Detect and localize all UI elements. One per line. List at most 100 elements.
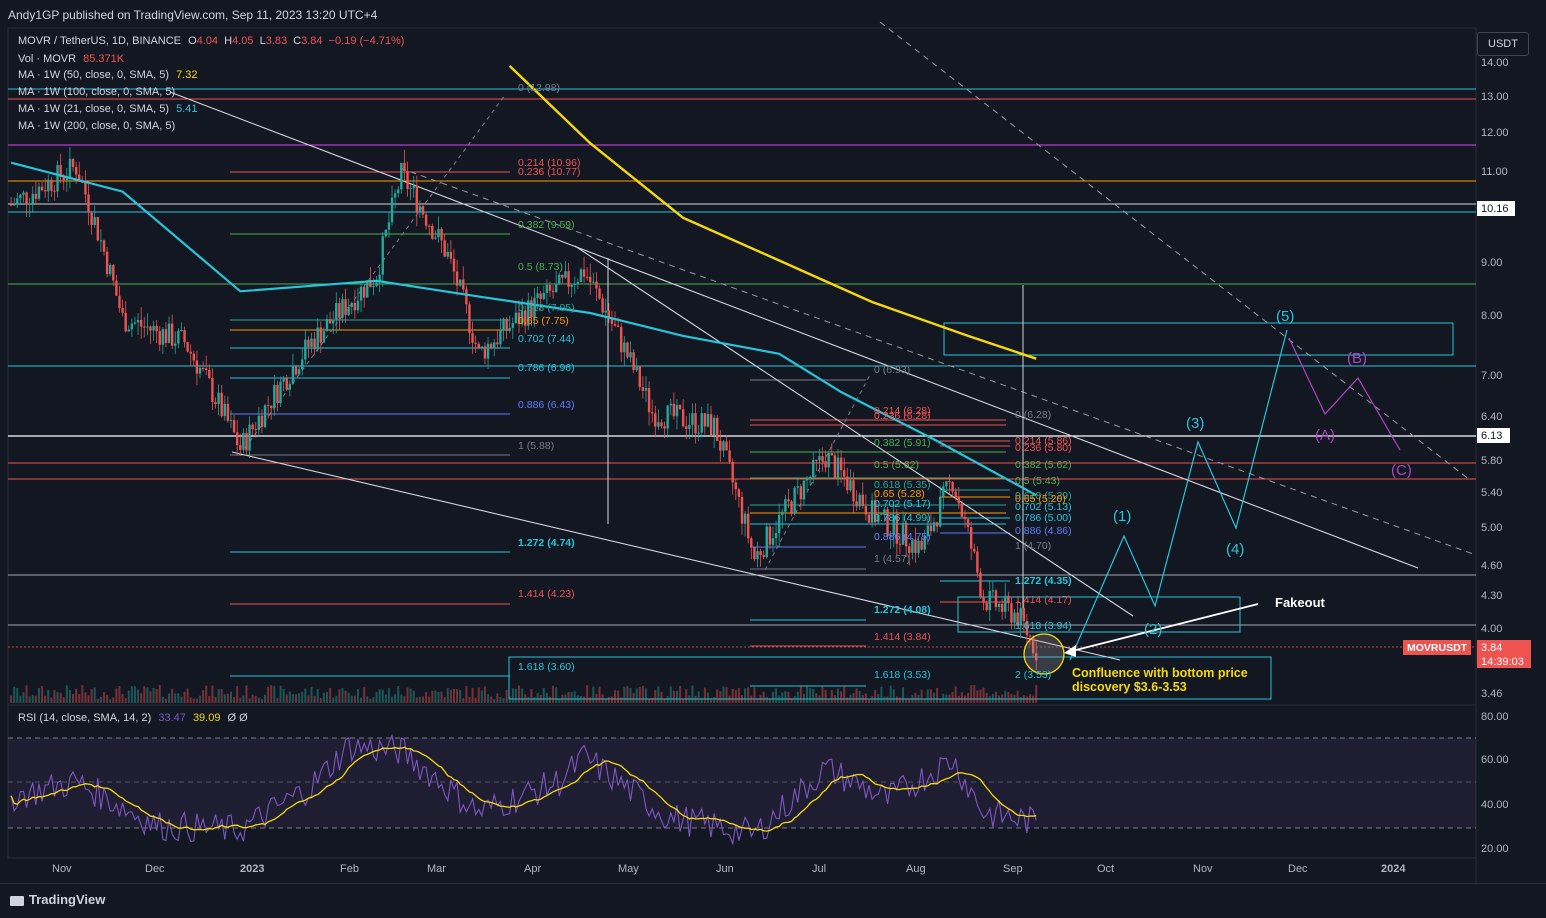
candle-body[interactable]	[133, 322, 137, 324]
candle-body[interactable]	[774, 533, 778, 539]
candle-body[interactable]	[536, 293, 539, 298]
candle-body[interactable]	[743, 513, 747, 524]
candle-body[interactable]	[403, 162, 406, 172]
price-axis[interactable]: 14.00 13.00 12.00 11.00 9.00 8.00 7.00 6…	[1481, 57, 1509, 700]
candle-body[interactable]	[90, 212, 93, 225]
candle-body[interactable]	[960, 503, 964, 517]
fakeout-arrow[interactable]	[1071, 603, 1259, 652]
candle-body[interactable]	[799, 486, 803, 500]
candle-body[interactable]	[929, 525, 933, 532]
candle-body[interactable]	[362, 286, 366, 298]
candle-body[interactable]	[226, 403, 230, 421]
candle-body[interactable]	[923, 536, 926, 550]
ma21-legend[interactable]: MA · 1W (21, close, 0, SMA, 5) 5.41	[18, 103, 197, 115]
candle-body[interactable]	[424, 214, 428, 226]
candle-body[interactable]	[926, 525, 930, 537]
candle-body[interactable]	[474, 342, 477, 344]
candle-body[interactable]	[716, 417, 719, 441]
candle-body[interactable]	[12, 204, 16, 206]
candle-body[interactable]	[607, 310, 611, 320]
candle-body[interactable]	[505, 318, 508, 331]
candle-body[interactable]	[694, 413, 697, 434]
candle-body[interactable]	[421, 206, 425, 215]
candle-body[interactable]	[582, 269, 586, 277]
candle-body[interactable]	[270, 405, 273, 409]
candle-body[interactable]	[722, 441, 725, 451]
candle-body[interactable]	[462, 279, 465, 290]
candle-body[interactable]	[499, 329, 502, 345]
candle-body[interactable]	[945, 481, 948, 487]
candle-body[interactable]	[836, 457, 840, 478]
candle-body[interactable]	[517, 312, 521, 325]
candle-body[interactable]	[808, 476, 812, 479]
candle-body[interactable]	[641, 387, 645, 391]
candle-body[interactable]	[37, 186, 41, 199]
candle-body[interactable]	[861, 494, 864, 507]
candle-body[interactable]	[22, 192, 25, 195]
candle-body[interactable]	[740, 496, 744, 524]
candle-body[interactable]	[542, 292, 545, 299]
candle-body[interactable]	[189, 351, 192, 354]
ma200-legend[interactable]: MA · 1W (200, close, 0, SMA, 5)	[18, 120, 175, 132]
candle-body[interactable]	[681, 409, 685, 427]
candle-body[interactable]	[316, 327, 319, 350]
candle-body[interactable]	[678, 404, 682, 410]
candle-body[interactable]	[356, 300, 360, 311]
candle-body[interactable]	[629, 352, 632, 358]
candle-body[interactable]	[452, 258, 456, 272]
candle-body[interactable]	[889, 534, 892, 537]
candle-body[interactable]	[211, 378, 214, 403]
candle-body[interactable]	[790, 501, 793, 514]
candle-body[interactable]	[855, 501, 858, 507]
rsi-axis[interactable]: 80.00 60.00 40.00 20.00	[1481, 711, 1509, 855]
candle-body[interactable]	[892, 515, 895, 535]
candle-body[interactable]	[223, 403, 226, 417]
candle-body[interactable]	[257, 415, 261, 431]
candle-body[interactable]	[632, 352, 635, 371]
currency-button[interactable]: USDT	[1477, 32, 1529, 56]
candle-body[interactable]	[561, 274, 564, 278]
candle-body[interactable]	[914, 540, 917, 554]
candle-body[interactable]	[564, 271, 567, 278]
candle-body[interactable]	[672, 403, 676, 417]
candle-body[interactable]	[440, 229, 443, 241]
ma21-line[interactable]	[10, 161, 1037, 497]
candle-body[interactable]	[338, 302, 341, 318]
candle-body[interactable]	[638, 365, 641, 388]
candle-body[interactable]	[595, 281, 598, 289]
candle-body[interactable]	[1019, 608, 1022, 625]
candle-body[interactable]	[703, 413, 707, 427]
candle-body[interactable]	[208, 369, 211, 379]
candle-body[interactable]	[935, 522, 939, 527]
candle-body[interactable]	[635, 365, 638, 371]
candle-body[interactable]	[1031, 636, 1035, 654]
candle-body[interactable]	[235, 432, 239, 446]
candle-body[interactable]	[551, 290, 555, 293]
candle-body[interactable]	[570, 284, 573, 287]
candle-body[interactable]	[948, 481, 951, 483]
candle-body[interactable]	[759, 551, 762, 556]
candle-body[interactable]	[25, 192, 28, 205]
candle-body[interactable]	[731, 461, 734, 483]
candle-body[interactable]	[982, 596, 985, 603]
candle-body[interactable]	[830, 453, 834, 456]
candle-body[interactable]	[839, 457, 843, 471]
candle-body[interactable]	[1007, 595, 1010, 604]
candle-body[interactable]	[598, 288, 601, 299]
candle-body[interactable]	[31, 193, 34, 204]
candle-body[interactable]	[118, 295, 121, 309]
candle-body[interactable]	[152, 325, 155, 331]
candle-body[interactable]	[939, 496, 942, 527]
candle-body[interactable]	[65, 178, 69, 181]
candle-body[interactable]	[511, 323, 515, 328]
candle-body[interactable]	[514, 312, 518, 324]
candle-body[interactable]	[963, 516, 967, 520]
candle-body[interactable]	[19, 194, 22, 199]
candle-body[interactable]	[592, 281, 595, 283]
candle-body[interactable]	[56, 165, 59, 192]
candle-body[interactable]	[174, 343, 177, 346]
candle-body[interactable]	[508, 327, 511, 331]
candle-body[interactable]	[660, 422, 663, 427]
candle-body[interactable]	[908, 546, 911, 553]
